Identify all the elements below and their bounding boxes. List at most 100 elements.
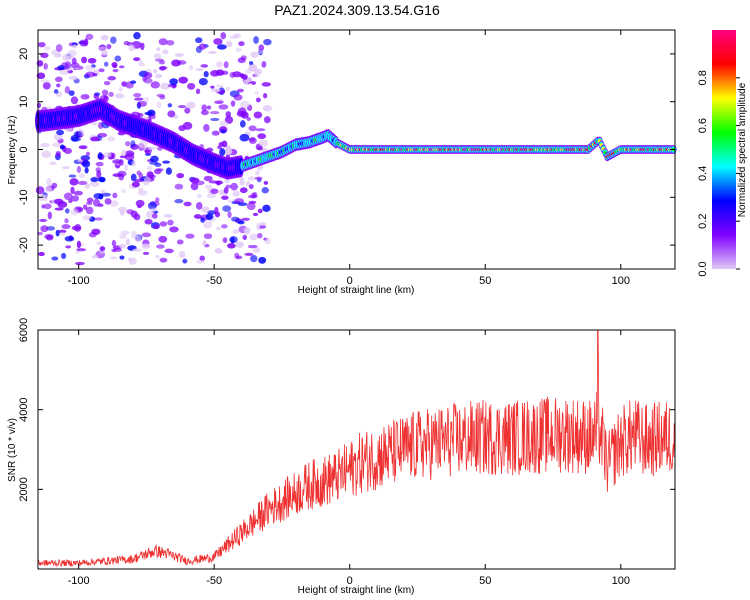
spectrogram-noise-cell	[216, 227, 221, 231]
spectrogram-noise-cell	[130, 80, 137, 84]
spectrogram-noise-cell	[54, 76, 63, 83]
spectrogram-noise-cell	[59, 144, 65, 150]
spectrogram-noise-cell	[240, 100, 250, 109]
spectrogram-noise-cell	[131, 181, 140, 188]
spectrogram-noise-cell	[37, 41, 46, 48]
spectrogram-noise-cell	[225, 111, 232, 118]
spectrogram-noise-cell	[249, 61, 254, 66]
spectrogram-noise-cell	[95, 161, 104, 167]
spectrogram-noise-cell	[64, 208, 70, 214]
spectrogram-noise-cell	[52, 142, 62, 148]
spectrogram-noise-cell	[146, 165, 153, 171]
spectrogram-noise-cell	[64, 86, 70, 94]
spectrogram-noise-cell	[103, 80, 111, 86]
spectrogram-noise-cell	[76, 248, 87, 252]
spectrogram-noise-cell	[159, 95, 166, 100]
spectrogram-noise-cell	[112, 192, 118, 199]
spectrogram-noise-cell	[70, 208, 79, 216]
spectrogram-noise-cell	[108, 91, 114, 97]
spectrogram-noise-cell	[163, 213, 173, 218]
spectrogram-noise-cell	[147, 201, 157, 210]
spectrogram-noise-cell	[83, 204, 88, 210]
spectrogram-x-axis-label: Height of straight line (km)	[298, 285, 415, 296]
spectrogram-noise-cell	[119, 234, 127, 240]
spectrogram-noise-cell	[239, 187, 248, 194]
spectrogram-noise-cell	[71, 57, 77, 65]
spectrogram-noise-cell	[243, 79, 249, 85]
spectrogram-noise-cell	[201, 206, 210, 213]
spectrogram-noise-cell	[113, 248, 122, 252]
spectrogram-noise-cell	[231, 216, 240, 222]
spectrogram-noise-cell	[152, 68, 158, 74]
spectrogram-noise-cell	[63, 192, 73, 201]
spectrogram-noise-cell	[106, 43, 112, 50]
spectrogram-noise-cell	[142, 251, 150, 256]
spectrogram-noise-cell	[97, 176, 106, 183]
spectrogram-noise-cell	[257, 133, 267, 140]
spectrogram-noise-cell	[203, 233, 213, 240]
spectrogram-noise-cell	[220, 224, 228, 229]
spectrogram-noise-cell	[128, 44, 135, 52]
spectrogram-noise-cell	[256, 233, 263, 239]
spectrogram-noise-cell	[240, 55, 247, 61]
spectrogram-noise-cell	[133, 32, 141, 40]
spectrogram-x-tick-label: 50	[479, 275, 491, 287]
spectrogram-noise-cell	[49, 161, 57, 166]
spectrogram-noise-cell	[263, 180, 269, 185]
spectrogram-noise-cell	[61, 252, 67, 260]
spectrogram-noise-cell	[239, 120, 246, 128]
spectrogram-noise-cell	[80, 94, 90, 100]
spectrogram-noise-cell	[55, 44, 63, 52]
snr-x-tick-label: 0	[347, 575, 353, 587]
spectrogram-noise-cell	[253, 69, 261, 78]
colorbar-label: Normalized spectral amplitude	[737, 82, 748, 217]
colorbar-tick-label: 0.8	[697, 70, 709, 85]
spectrogram-noise-cell	[214, 206, 219, 214]
spectrogram-noise-cell	[117, 170, 127, 177]
spectrogram-noise-cell	[222, 205, 232, 212]
spectrogram-noise-cell	[220, 32, 227, 40]
spectrogram-noise-cell	[258, 139, 269, 147]
spectrogram-noise-cell	[230, 182, 238, 191]
spectrogram-noise-cell	[257, 146, 264, 151]
spectrogram-noise-cell	[198, 77, 208, 86]
spectrogram-noise-cell	[162, 160, 171, 164]
spectrogram-noise-cell	[43, 203, 52, 210]
spectrogram-y-axis-label: Frequency (Hz)	[7, 116, 18, 185]
spectrogram-noise-cell	[144, 218, 153, 225]
spectrogram-noise-cell	[190, 182, 199, 191]
spectrogram-noise-cell	[252, 247, 261, 253]
spectrogram-noise-cell	[229, 236, 238, 244]
spectrogram-noise-cell	[213, 38, 223, 45]
spectrogram-noise-cell	[169, 78, 178, 86]
spectrogram-noise-cell	[229, 71, 236, 78]
spectrogram-noise-cell	[81, 160, 91, 168]
spectrogram-noise-cell	[143, 176, 151, 184]
spectrogram-y-tick-label: 10	[18, 96, 30, 108]
snr-frame	[37, 329, 676, 570]
spectrogram-noise-cell	[71, 195, 80, 202]
spectrogram-noise-cell	[222, 237, 228, 244]
colorbar-tick-label: 0.0	[697, 261, 709, 276]
spectrogram-noise-cell	[47, 211, 53, 220]
spectrogram-noise-cell	[53, 133, 63, 141]
spectrogram-noise-cell	[115, 93, 125, 99]
spectrogram-noise-cell	[99, 246, 106, 252]
spectrogram-noise-cell	[225, 86, 230, 91]
spectrogram-noise-cell	[65, 245, 72, 249]
colorbar-ticks: 0.0 0.2 0.4 0.6 0.8	[697, 70, 740, 277]
spectrogram-noise-cell	[253, 36, 259, 44]
spectrogram-noise-cell	[241, 217, 250, 221]
spectrogram-noise-cell	[68, 75, 79, 80]
spectrogram-noise-cell	[134, 97, 144, 101]
spectrogram-noise-cell	[154, 73, 163, 79]
spectrogram-noise-cell	[200, 109, 209, 116]
spectrogram-noise-cell	[239, 177, 244, 181]
spectrogram-noise-cell	[214, 180, 224, 185]
spectrogram-noise-cell	[248, 200, 257, 204]
spectrogram-noise-cell	[174, 183, 184, 190]
spectrogram-noise-cell	[153, 53, 162, 60]
spectrogram-noise-cell	[126, 209, 135, 215]
